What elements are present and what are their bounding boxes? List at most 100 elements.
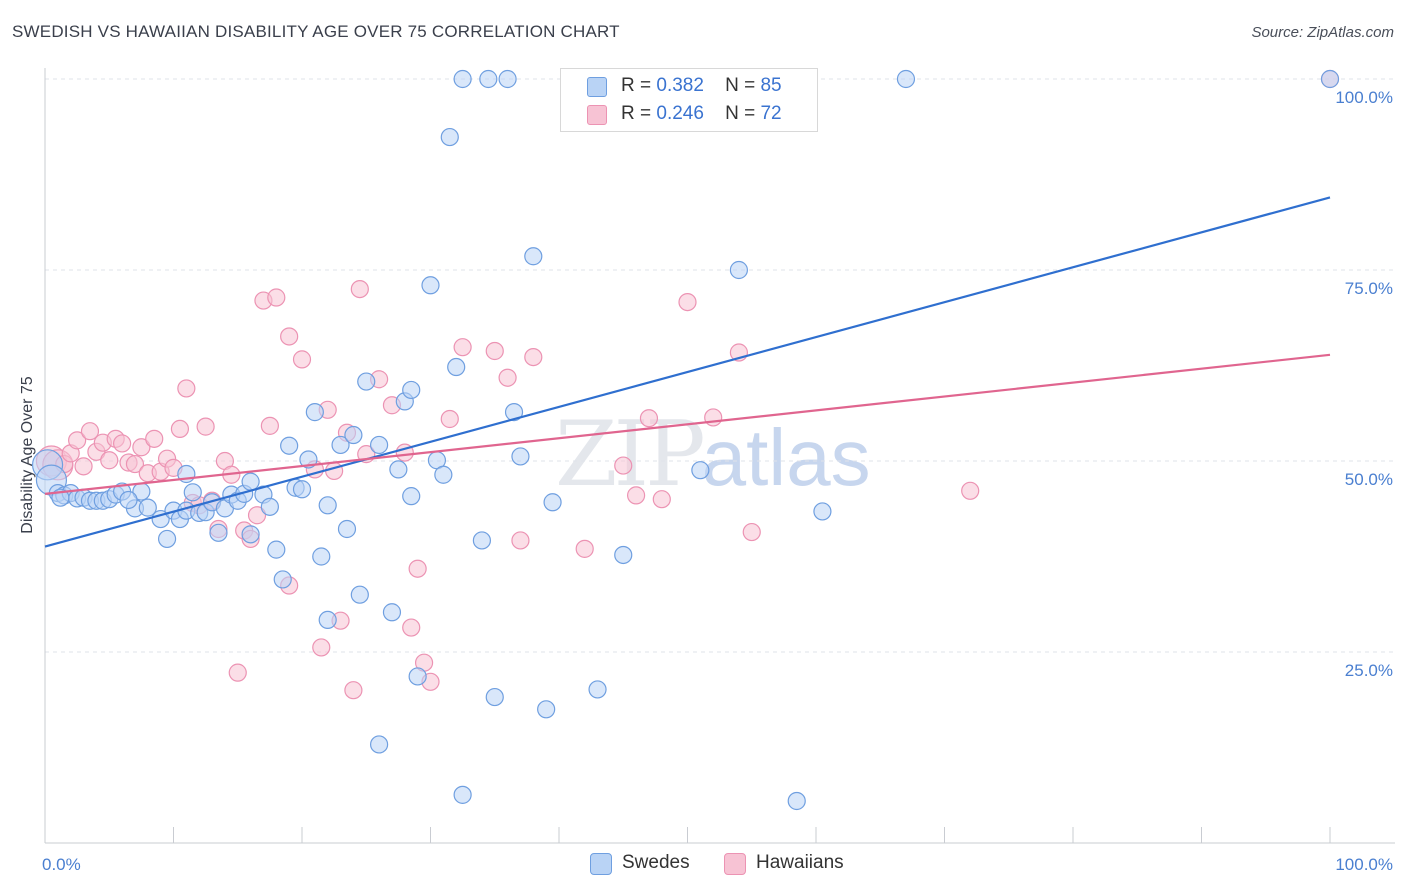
y-tick-label: 100.0% [1335,88,1393,107]
hawaiians-point [614,456,633,475]
swedes-point [453,69,472,89]
swedes-point [357,372,376,391]
hawaiians-point [145,429,164,448]
swedes-point [157,529,177,549]
swedes-point [337,519,357,539]
hawaiians-point [247,506,267,525]
r-value: 0.382 [656,75,704,96]
swedes-point [209,523,228,542]
swedes-point [292,480,312,499]
hawaiians-point [678,292,697,312]
hawaiians-point [267,288,286,307]
hawaiians-point [132,438,151,457]
swedes-points [31,69,1340,811]
swedes-point [614,545,633,565]
n-label: N = [725,75,756,96]
swedes-point [280,436,299,455]
tick-labels: 25.0% 50.0% 75.0% 100.0% 0.0% 100.0% [42,88,1393,874]
hawaiians-point [639,409,659,428]
source-label: Source: ZipAtlas.com [1251,24,1394,41]
swedes-point [729,260,749,280]
swedes-point [318,496,337,515]
hawaiians-trend-line [44,353,1331,495]
n-value: 72 [760,103,782,124]
hawaiians-point [575,539,594,558]
swedes-point [498,69,517,89]
swedes-point [183,483,202,502]
swedes-point [138,498,157,517]
r-label: R = [621,75,652,96]
hawaiians-point [524,347,543,367]
hawaiians-point [344,681,363,700]
swedes-point [331,435,350,455]
swedes-point [408,667,427,686]
hawaiians-point [408,559,427,578]
swedes-point [453,785,472,804]
swedes-point [241,472,260,491]
swedes-point [813,502,832,521]
stats-legend: R = 0.382 N = 85 R = 0.246 N = 72 [560,68,818,132]
chart-title: SWEDISH VS HAWAIIAN DISABILITY AGE OVER … [12,22,620,41]
hawaiians-legend-label: Hawaiians [756,852,844,873]
swedes-point [370,435,389,455]
swedes-point [447,357,466,377]
swedes-point [312,547,331,566]
swedes-point [787,791,806,811]
hawaiians-point [125,454,145,474]
swedes-point [402,487,421,506]
legend-stats-hawaiians: R = 0.246 N = 72 [621,103,782,125]
hawaiians-point [260,416,279,435]
swedes-point [524,247,543,266]
hawaiians-point [453,338,472,357]
grid-lines [45,78,1395,653]
swedes-point [434,465,453,484]
swedes-point [344,425,363,445]
legend-stats-swedes: R = 0.382 N = 85 [621,75,782,97]
watermark-atlas: atlas [701,413,871,502]
swedes-point [273,570,292,589]
hawaiians-point [228,663,247,682]
trend-lines [44,196,1331,548]
hawaiians-point [350,280,369,299]
hawaiians-point [292,350,312,369]
y-tick-label: 50.0% [1345,470,1393,489]
hawaiians-point [68,431,87,450]
hawaiians-point [742,522,761,542]
swedes-point [440,127,459,147]
swedes-point [588,680,607,699]
swedes-point [370,735,389,754]
y-axis-label: Disability Age Over 75 [19,376,36,534]
hawaiians-point [498,368,517,387]
swedes-trend-line [44,196,1331,548]
n-label: N = [725,103,756,124]
hawaiians-point [170,419,190,439]
swedes-point [318,610,337,630]
x-tick-label: 0.0% [42,855,81,874]
swedes-point [350,585,369,604]
hawaiians-point [440,409,459,429]
hawaiians-point [704,408,723,427]
hawaiians-point [312,638,331,657]
hawaiians-legend-swatch [724,853,746,875]
swedes-point [485,687,504,707]
hawaiians-point [112,434,132,453]
swedes-point [543,493,562,512]
swedes-legend-swatch [590,853,612,875]
n-value: 85 [760,75,782,96]
r-label: R = [621,103,652,124]
y-tick-label: 25.0% [1345,661,1393,680]
swedes-point [119,490,138,510]
swedes-point [260,497,279,516]
hawaiians-point [626,486,646,505]
swedes-point [472,531,491,550]
r-value: 0.246 [656,103,704,124]
swedes-point [896,69,916,89]
swedes-swatch [587,77,607,97]
swedes-point [402,380,421,400]
hawaiians-point [177,379,196,398]
hawaiians-point [402,618,421,637]
swedes-point [537,700,556,719]
hawaiians-point [511,531,530,550]
swedes-point [479,69,498,89]
